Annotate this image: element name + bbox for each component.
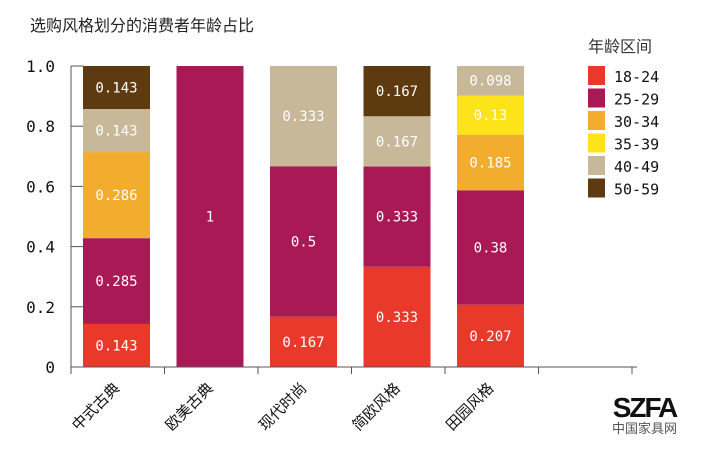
legend-title: 年龄区间 [588, 37, 652, 56]
bar-segment [363, 166, 431, 267]
bar-segment [457, 66, 524, 96]
bar-segment [83, 323, 150, 367]
legend-label: 25-29 [614, 91, 659, 109]
data-label: 0.143 [95, 338, 137, 354]
bar-segment [363, 116, 431, 167]
legend-label: 50-59 [614, 181, 659, 199]
data-label: 0.333 [282, 109, 324, 125]
bar-segment [83, 66, 150, 110]
legend-swatch [588, 111, 605, 130]
legend-swatch [588, 66, 605, 85]
data-label: 1 [206, 210, 214, 226]
y-tick-label: 0.4 [26, 238, 55, 257]
x-tick-label: 中式古典 [68, 379, 123, 434]
chart-title: 选购风格划分的消费者年龄占比 [30, 16, 255, 35]
data-label: 0.143 [95, 124, 137, 140]
data-label: 0.285 [95, 274, 137, 290]
y-tick-label: 1.0 [26, 57, 55, 76]
y-tick-label: 0.8 [26, 117, 55, 136]
bar-segment [270, 66, 337, 167]
x-tick-label: 现代时尚 [255, 379, 310, 434]
y-tick-label: 0.6 [26, 177, 55, 196]
data-label: 0.38 [474, 241, 508, 257]
bar-segment [270, 316, 337, 367]
bar-segment [83, 109, 150, 153]
legend-swatch [588, 88, 605, 108]
data-label: 0.5 [291, 234, 316, 250]
x-tick-label: 欧美古典 [162, 379, 217, 434]
bar-segment [83, 152, 150, 239]
x-tick-label: 简欧风格 [349, 379, 404, 434]
data-label: 0.185 [469, 155, 511, 171]
bar-segment [457, 95, 524, 135]
legend-label: 35-39 [614, 136, 659, 154]
bar-segment [83, 238, 150, 324]
bar-segment [457, 304, 524, 367]
data-label: 0.207 [469, 329, 511, 345]
data-label: 0.167 [376, 134, 418, 150]
legend-label: 18-24 [614, 68, 659, 86]
data-label: 0.333 [376, 310, 418, 326]
data-label: 0.167 [282, 335, 324, 351]
bar-segment [176, 66, 244, 367]
data-label: 0.143 [95, 81, 137, 97]
legend-swatch [588, 156, 605, 175]
legend-label: 40-49 [614, 158, 659, 176]
bar-segment [457, 190, 524, 305]
data-label: 0.333 [376, 210, 418, 226]
y-tick-label: 0 [45, 358, 55, 377]
bar-segment [363, 66, 431, 117]
watermark-logo: SZFA 中国家具网 [612, 392, 678, 438]
y-tick-label: 0.2 [26, 298, 55, 317]
x-tick-label: 田园风格 [442, 379, 497, 434]
data-label: 0.13 [474, 108, 508, 124]
data-label: 0.098 [469, 74, 511, 90]
bar-segment [457, 134, 524, 191]
bar-segment [363, 266, 431, 367]
legend-swatch [588, 178, 605, 198]
bar-segment [270, 166, 337, 317]
legend-swatch [588, 133, 605, 153]
data-label: 0.167 [376, 84, 418, 100]
legend-label: 30-34 [614, 113, 659, 131]
data-label: 0.286 [95, 188, 137, 204]
